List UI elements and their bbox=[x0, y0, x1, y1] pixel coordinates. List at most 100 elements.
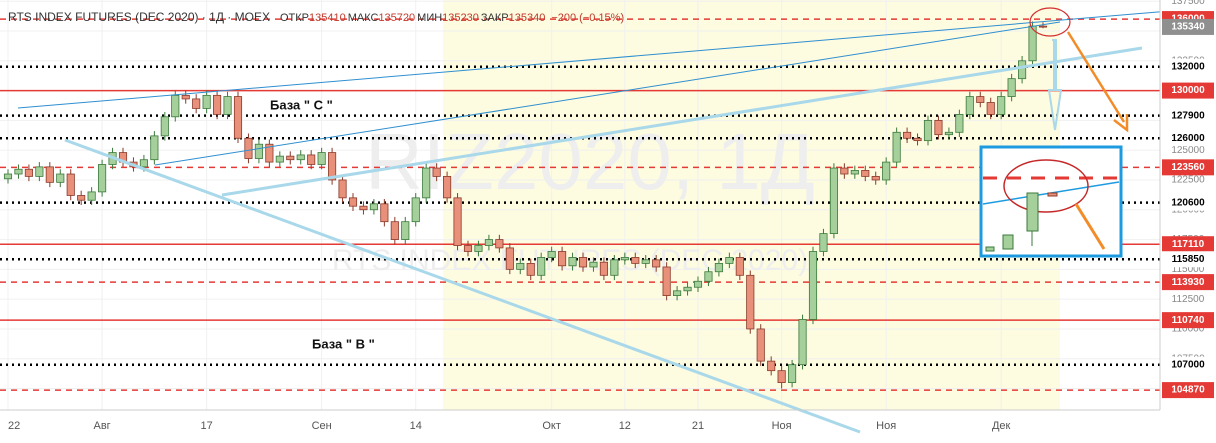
candle-body bbox=[24, 168, 33, 177]
candle-body bbox=[307, 154, 316, 165]
level-label: 127900 bbox=[1171, 110, 1205, 121]
candle-body bbox=[558, 251, 567, 267]
candle-body bbox=[923, 119, 933, 142]
ohlc-value: 135410 bbox=[309, 12, 346, 24]
candle-body bbox=[808, 251, 818, 320]
x-tick-label: Ноя bbox=[876, 420, 896, 432]
candle-body bbox=[578, 257, 588, 268]
highlight-ellipse bbox=[1029, 7, 1071, 37]
candle-body bbox=[244, 137, 253, 159]
level-label-box bbox=[1162, 312, 1214, 329]
candle-body bbox=[380, 203, 389, 223]
candle-body bbox=[882, 161, 891, 181]
candle-body bbox=[892, 131, 901, 163]
candle-body bbox=[443, 175, 452, 199]
candle-body bbox=[317, 152, 326, 165]
candle-body bbox=[192, 98, 201, 109]
candle-body bbox=[516, 263, 525, 270]
x-tick-label: 17 bbox=[201, 420, 213, 432]
y-tick-label: 110000 bbox=[1172, 324, 1205, 335]
candle-body bbox=[401, 221, 410, 240]
candle-body bbox=[484, 239, 493, 246]
candle-body bbox=[56, 173, 65, 183]
candle-body bbox=[997, 96, 1006, 115]
annotation: База " В " bbox=[312, 336, 375, 351]
candle-body bbox=[390, 221, 399, 240]
candle-body bbox=[296, 154, 305, 161]
level-label-box bbox=[1162, 236, 1214, 253]
y-tick-label: 137500 bbox=[1171, 0, 1205, 7]
inset-candle bbox=[1002, 234, 1014, 250]
x-tick-label: Дек bbox=[992, 420, 1011, 432]
session-highlight bbox=[443, 0, 1060, 410]
candle-body bbox=[631, 257, 640, 264]
ohlc-label: МИН bbox=[417, 12, 442, 24]
inset-candle bbox=[1026, 192, 1039, 232]
level-label-box bbox=[1162, 159, 1214, 176]
candle-body bbox=[66, 173, 75, 196]
level-label-box bbox=[1162, 82, 1214, 99]
level-label-box bbox=[1162, 356, 1214, 373]
inset-candle bbox=[985, 246, 995, 252]
level-label: 115850 bbox=[1172, 254, 1205, 265]
candle-body bbox=[45, 166, 54, 183]
candle-body bbox=[160, 116, 169, 137]
ohlc-value: 135230 bbox=[442, 12, 479, 24]
candle-body bbox=[265, 143, 274, 163]
last-price-label: 135340 bbox=[1171, 22, 1205, 33]
candle-body bbox=[3, 173, 13, 180]
candle-body bbox=[746, 274, 755, 330]
candle-body bbox=[777, 370, 786, 383]
level-label-box bbox=[1162, 194, 1214, 211]
candle-body bbox=[704, 271, 713, 282]
candle-body bbox=[181, 94, 190, 100]
chart-title: RTS INDEX FUTURES (DEC 2020) · 1Д · MOEX bbox=[8, 10, 270, 24]
candle-body bbox=[526, 263, 535, 276]
candle-body bbox=[798, 319, 807, 366]
candle-body bbox=[139, 159, 148, 168]
inset-arrow bbox=[1074, 203, 1106, 250]
level-label: 120600 bbox=[1171, 197, 1205, 208]
candle-body bbox=[77, 195, 86, 201]
arrow-head bbox=[1113, 114, 1129, 133]
level-label: 130000 bbox=[1171, 85, 1205, 96]
ohlc-label: ЗАКР bbox=[481, 12, 509, 24]
candle-body bbox=[275, 155, 284, 163]
trend-line bbox=[64, 138, 861, 434]
candle-body bbox=[767, 360, 776, 372]
candle-body bbox=[35, 166, 44, 177]
candle-body bbox=[756, 328, 765, 362]
ohlc-value: 135720 bbox=[378, 12, 415, 24]
candle-body bbox=[432, 167, 441, 177]
candle-body bbox=[411, 197, 420, 223]
arrow bbox=[1047, 39, 1063, 131]
candle-body bbox=[348, 197, 358, 207]
trend-line bbox=[221, 46, 1143, 197]
candle-body bbox=[965, 96, 974, 115]
level-label: 110740 bbox=[1172, 315, 1205, 326]
axes: 1375001350001325001300001275001250001225… bbox=[8, 0, 1214, 432]
x-tick-label: Ноя bbox=[772, 420, 792, 432]
candle-body bbox=[254, 143, 263, 159]
y-tick-label: 115000 bbox=[1172, 264, 1205, 275]
last-price-box bbox=[1162, 18, 1214, 35]
candle-body bbox=[788, 364, 797, 383]
candle-body bbox=[913, 137, 922, 142]
candle-body bbox=[233, 96, 243, 139]
level-label: 107000 bbox=[1171, 359, 1205, 370]
y-tick-label: 122500 bbox=[1171, 175, 1205, 186]
candle-body bbox=[589, 261, 598, 268]
level-label: 113930 bbox=[1172, 277, 1205, 288]
candle-body bbox=[1038, 25, 1048, 28]
candle-body bbox=[641, 259, 650, 264]
level-label: 104870 bbox=[1171, 385, 1205, 396]
trend-line bbox=[17, 7, 1206, 109]
x-tick-label: 14 bbox=[410, 420, 422, 432]
candle-body bbox=[422, 167, 431, 199]
x-tick-label: Окт bbox=[542, 420, 561, 432]
candle-body bbox=[976, 96, 985, 103]
trend-line bbox=[154, 21, 1061, 166]
level-label: 126000 bbox=[1171, 133, 1205, 144]
ohlc-value: 135340 bbox=[509, 12, 546, 24]
candles bbox=[3, 21, 1048, 389]
